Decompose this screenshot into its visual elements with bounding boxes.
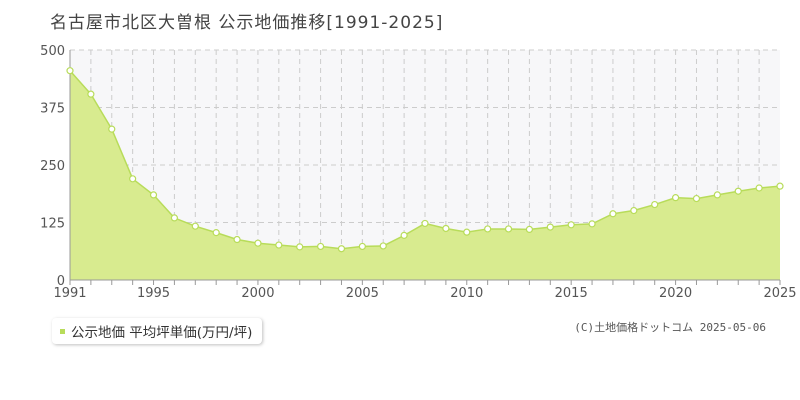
data-point-2020 (671, 194, 680, 202)
data-point-2002 (296, 243, 304, 251)
data-point-2015 (567, 221, 575, 229)
data-point-2021 (692, 194, 701, 203)
data-points (66, 67, 784, 253)
data-point-2016 (588, 220, 596, 228)
x-tick-label: 1991 (53, 286, 86, 301)
data-point-2012 (504, 225, 513, 233)
legend: 公示地価 平均坪単価(万円/坪) (52, 318, 263, 344)
x-tick-label: 2010 (450, 286, 483, 301)
legend-swatch (60, 328, 65, 334)
x-tick-label: 2005 (346, 286, 379, 301)
x-tick-label: 1995 (137, 286, 170, 301)
data-point-2006 (379, 242, 387, 250)
x-tick-label: 2025 (763, 286, 796, 301)
data-point-2018 (630, 206, 638, 215)
y-tick-label: 0 (57, 274, 65, 289)
axes (69, 50, 781, 285)
data-point-1996 (170, 214, 179, 222)
data-point-2008 (421, 219, 429, 228)
data-point-2000 (254, 239, 262, 247)
x-tick-label: 2020 (659, 286, 692, 301)
data-point-2001 (275, 241, 283, 249)
data-point-1992 (87, 90, 95, 98)
y-tick-label: 250 (40, 159, 65, 174)
data-point-2010 (463, 228, 471, 236)
data-point-2003 (316, 242, 325, 251)
data-point-2024 (755, 184, 763, 192)
x-tick-labels: 1991 1995 2000 2005 2010 2015 2020 2025 (53, 286, 796, 301)
chart-title: 名古屋市北区大曽根 公示地価推移[1991-2025] (50, 13, 444, 33)
data-point-2013 (525, 225, 534, 233)
x-tick-label: 2000 (241, 286, 274, 301)
copyright-text: (C)土地価格ドットコム 2025-05-06 (574, 321, 766, 334)
data-point-2025 (776, 182, 784, 190)
data-point-2009 (442, 224, 450, 233)
data-point-2014 (546, 223, 554, 231)
data-point-1993 (108, 125, 116, 133)
data-point-1994 (129, 175, 137, 183)
x-tick-label: 2015 (555, 286, 588, 301)
y-tick-label: 500 (40, 44, 65, 59)
y-tick-label: 125 (40, 217, 65, 232)
data-point-2004 (337, 245, 346, 253)
data-point-2007 (400, 231, 408, 239)
data-point-1999 (233, 235, 241, 244)
series-area (70, 70, 780, 280)
data-point-2017 (609, 210, 617, 218)
data-point-2023 (734, 187, 742, 195)
data-point-1991 (66, 67, 74, 75)
data-point-2022 (713, 191, 721, 199)
data-point-1998 (212, 229, 220, 237)
data-point-2011 (484, 225, 492, 233)
y-tick-labels: 0 125 250 375 500 (40, 44, 65, 289)
data-point-2019 (651, 200, 659, 209)
y-tick-label: 375 (40, 102, 65, 117)
legend-label: 公示地価 平均坪単価(万円/坪) (71, 325, 253, 341)
data-point-1995 (149, 191, 158, 199)
data-point-1997 (191, 222, 199, 230)
data-point-2005 (358, 242, 366, 251)
